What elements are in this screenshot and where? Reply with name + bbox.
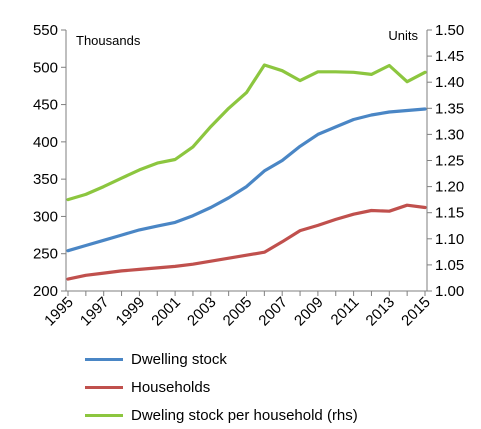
legend-swatch	[85, 413, 123, 417]
right-tick-label: 1.25	[435, 153, 464, 170]
legend-swatch	[85, 385, 123, 389]
x-tick-label: 1999	[113, 294, 149, 330]
right-tick-label: 1.40	[435, 74, 464, 91]
right-tick-label: 1.45	[435, 48, 464, 65]
left-tick-label: 200	[33, 283, 58, 300]
legend-label: Dweling stock per household (rhs)	[131, 406, 358, 424]
x-tick-label: 2015	[398, 294, 434, 330]
left-tick-label: 350	[33, 171, 58, 188]
right-tick-label: 1.35	[435, 100, 464, 117]
right-tick-label: 1.10	[435, 231, 464, 248]
legend-swatch	[85, 357, 123, 361]
legend-item-dwelling-per-household: Dweling stock per household (rhs)	[85, 401, 358, 429]
right-tick-label: 1.05	[435, 257, 464, 274]
x-tick-label: 2005	[220, 294, 256, 330]
right-tick-label: 1.50	[435, 22, 464, 39]
right-unit-label: Units	[388, 28, 418, 43]
x-tick-label: 2009	[291, 294, 327, 330]
legend-item-households: Households	[85, 373, 358, 401]
right-tick-label: 1.15	[435, 205, 464, 222]
x-tick-label: 2001	[148, 294, 184, 330]
x-axis: 1995 1997 1999 2001 2003 2005 2007 2009 2011 2013…	[41, 290, 434, 330]
left-tick-label: 450	[33, 97, 58, 114]
left-tick-label: 300	[33, 208, 58, 225]
series-layer	[66, 63, 427, 281]
left-tick-label: 500	[33, 59, 58, 76]
legend-label: Households	[131, 378, 211, 396]
legend: Dwelling stock Households Dweling stock …	[85, 345, 358, 429]
series-line-households	[66, 203, 427, 281]
series-line-dweling-stock-per-household-rhs	[66, 63, 427, 202]
left-tick-label: 550	[33, 22, 58, 39]
x-tick-label: 2013	[363, 294, 399, 330]
x-tick-label: 2007	[255, 294, 291, 330]
left-tick-label: 400	[33, 134, 58, 151]
left-axis: 200 250 300 350 400 450 500 550	[33, 22, 67, 300]
x-tick-label: 2011	[328, 294, 363, 329]
left-unit-label: Thousands	[76, 33, 141, 48]
x-tick-label: 1997	[77, 294, 113, 330]
left-tick-label: 250	[33, 246, 58, 263]
right-tick-label: 1.30	[435, 126, 464, 143]
legend-label: Dwelling stock	[131, 350, 227, 368]
line-chart: 200 250 300 350 400 450 500 550 1.00 1.05 1.10 1.1…	[33, 22, 464, 330]
right-axis: 1.00 1.05 1.10 1.15 1.20 1.25 1.30 1.35 1.40 1.45…	[426, 22, 464, 300]
legend-item-dwelling-stock: Dwelling stock	[85, 345, 358, 373]
right-tick-label: 1.20	[435, 179, 464, 196]
right-tick-label: 1.00	[435, 283, 464, 300]
x-tick-label: 2003	[184, 294, 220, 330]
series-line-dwelling-stock	[66, 107, 427, 253]
